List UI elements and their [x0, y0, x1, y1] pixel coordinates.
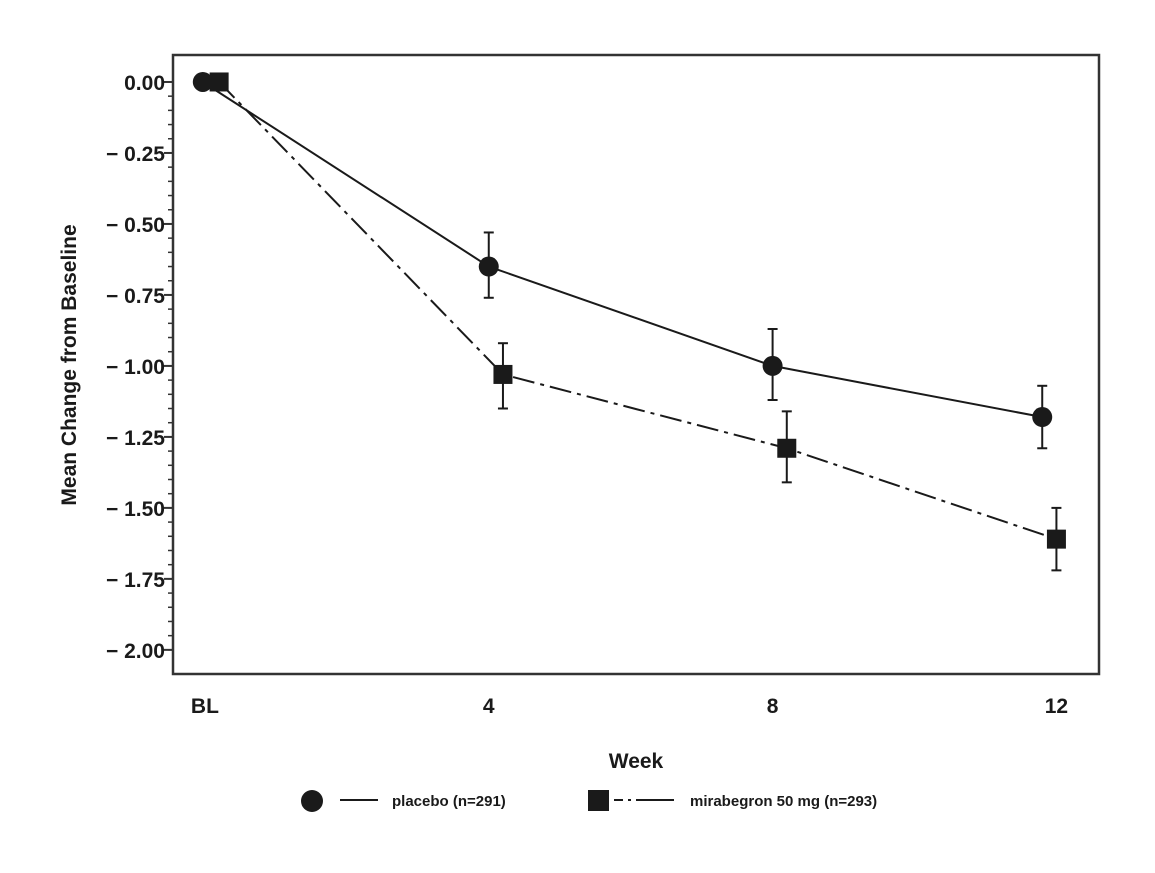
- y-tick-label: − 0.75: [106, 285, 165, 308]
- y-tick-label: − 1.75: [106, 569, 165, 592]
- y-tick-label: − 2.00: [106, 640, 165, 663]
- series-mirabegron: [209, 72, 1066, 572]
- legend-placebo-label: placebo (n=291): [392, 793, 506, 810]
- x-tick-label: 8: [767, 695, 779, 718]
- data-point-square: [493, 364, 513, 384]
- y-axis-label: Mean Change from Baseline: [58, 224, 81, 505]
- series-placebo: [192, 71, 1053, 450]
- data-point-circle: [192, 71, 213, 92]
- legend-mirabegron-label: mirabegron 50 mg (n=293): [690, 793, 877, 810]
- x-tick-label: 12: [1045, 695, 1068, 718]
- y-tick-label: − 1.00: [106, 356, 165, 379]
- x-tick-label: 4: [483, 695, 495, 718]
- plot-frame: [171, 53, 1101, 676]
- x-tick-label: BL: [191, 695, 219, 718]
- data-point-circle: [762, 355, 783, 376]
- data-point-square: [1046, 529, 1066, 549]
- legend: placebo (n=291) mirabegron 50 mg (n=293): [301, 790, 877, 812]
- y-tick-label: − 0.25: [106, 143, 165, 166]
- y-tick-label: − 1.25: [106, 427, 165, 450]
- data-point-circle: [1032, 407, 1053, 428]
- series-line: [218, 81, 1057, 541]
- data-point-circle: [478, 256, 499, 277]
- y-tick-label: − 0.50: [106, 214, 165, 237]
- data-point-square: [209, 72, 229, 92]
- series-line: [202, 81, 1043, 419]
- x-axis-label: Week: [609, 750, 664, 773]
- legend-mirabegron-marker: [588, 790, 609, 811]
- data-point-square: [777, 438, 797, 458]
- legend-placebo-marker: [301, 790, 323, 812]
- y-tick-label: 0.00: [124, 72, 165, 95]
- y-tick-label: − 1.50: [106, 498, 165, 521]
